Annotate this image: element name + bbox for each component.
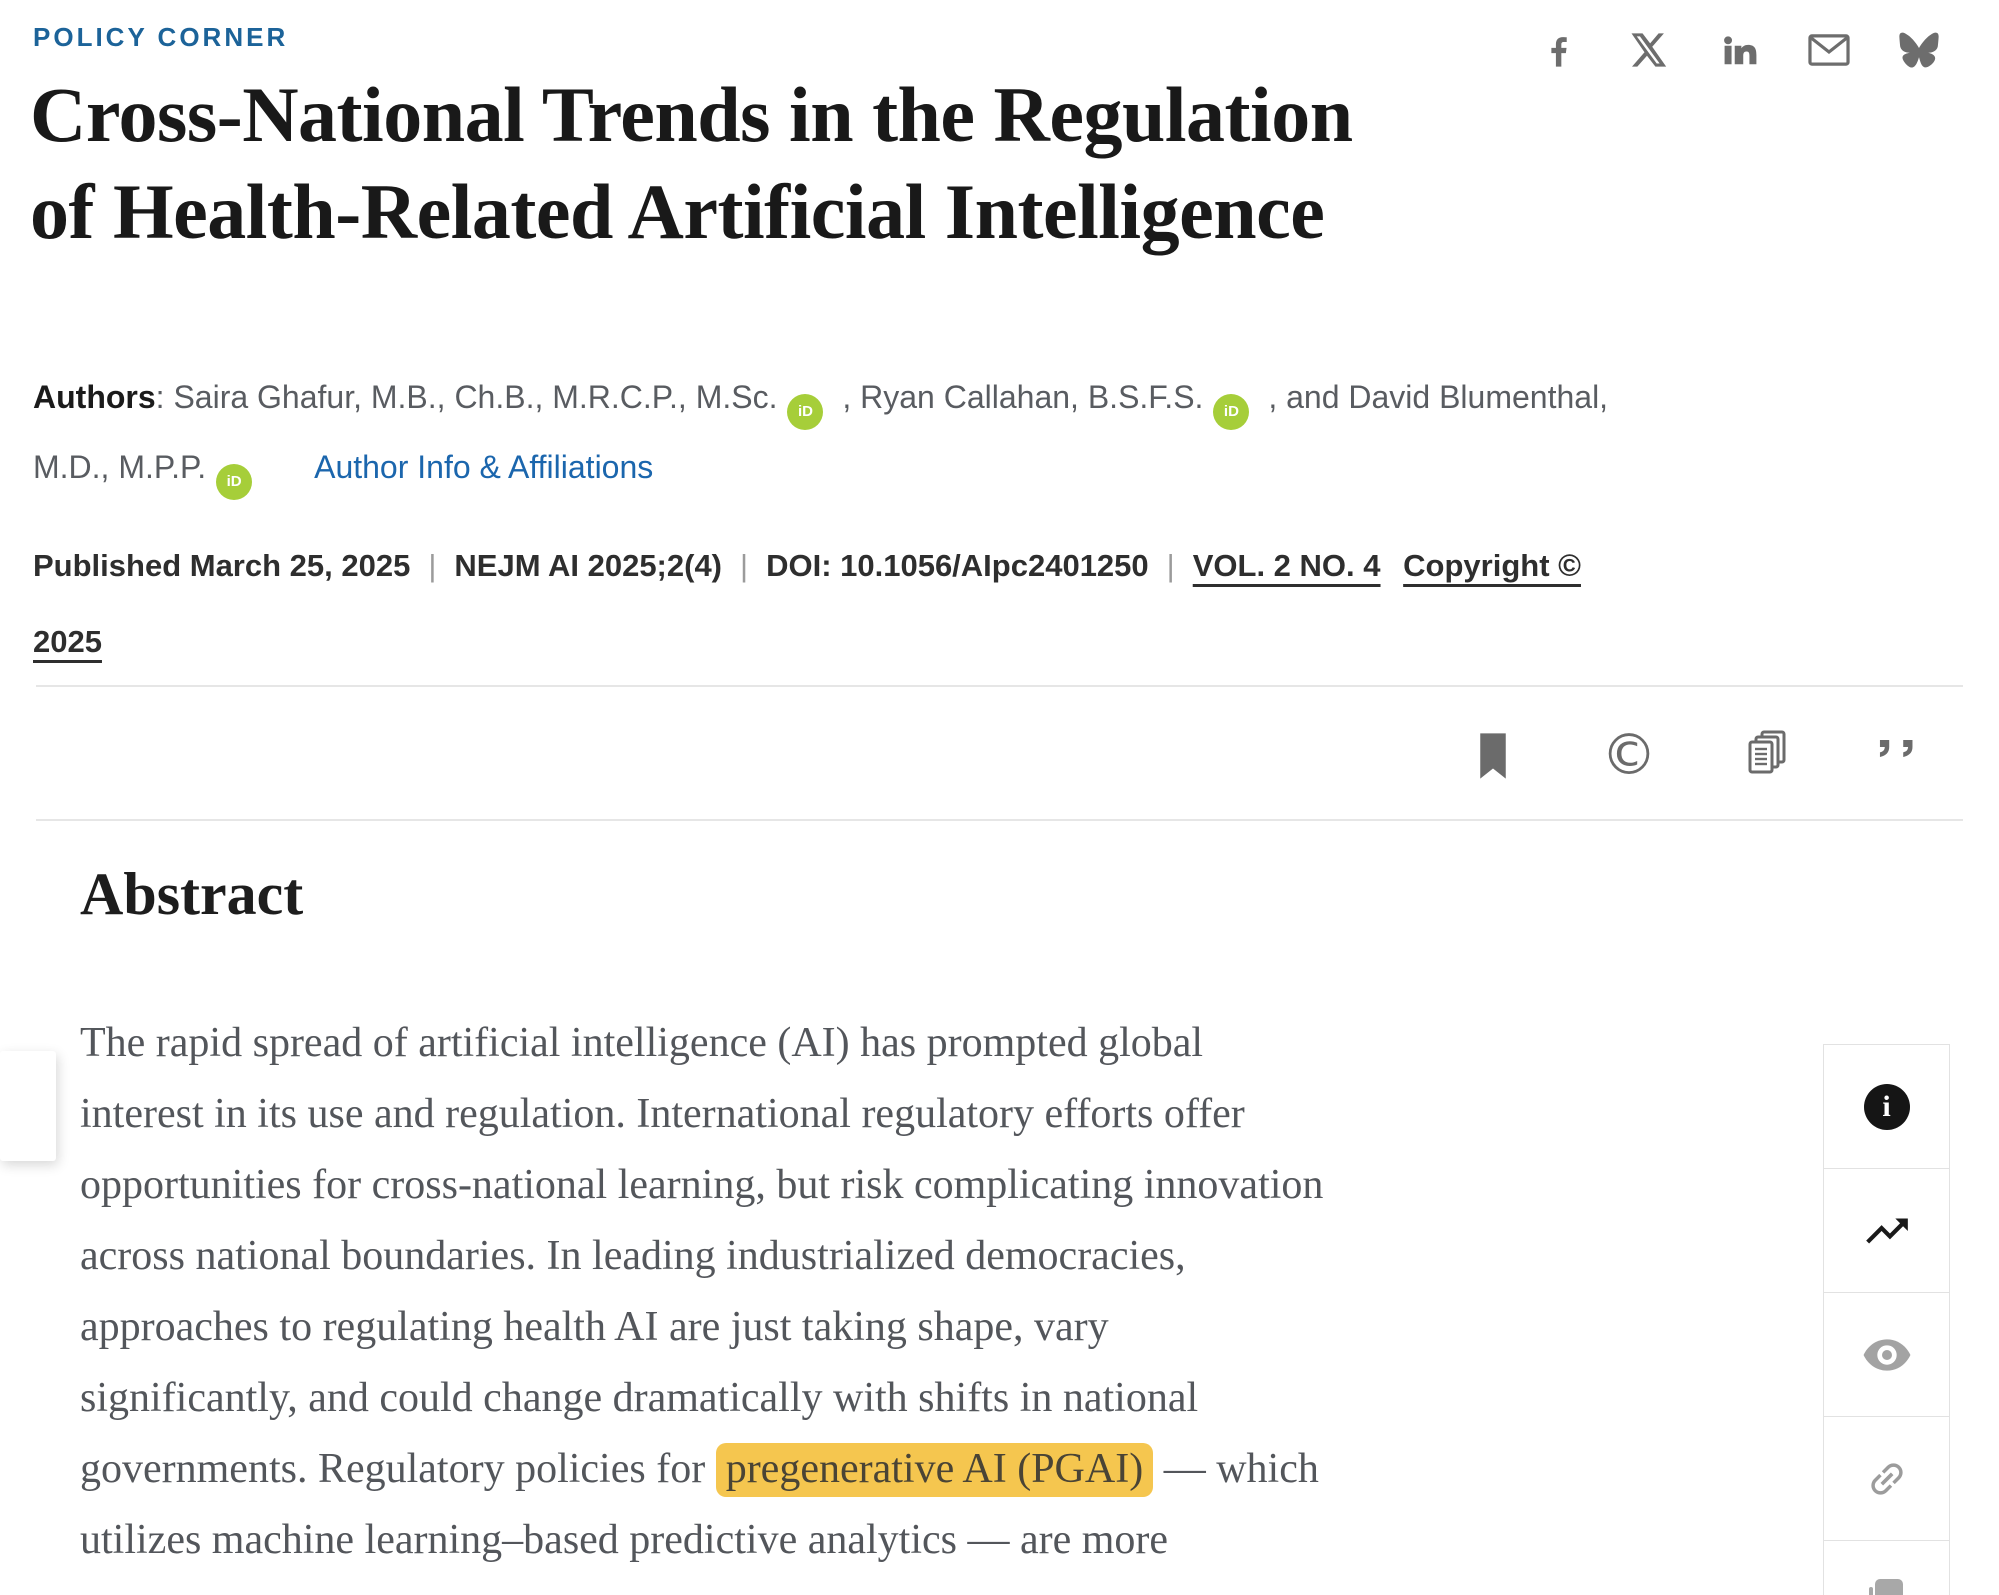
copyright-link[interactable]: Copyright © 2025 xyxy=(33,548,1581,659)
article-title-line-2: of Health-Related Artificial Intelligenc… xyxy=(30,168,1325,255)
journal-citation: NEJM AI 2025;2(4) xyxy=(454,548,723,583)
outline-menu-button[interactable] xyxy=(0,1051,56,1161)
eye-icon xyxy=(1863,1338,1910,1371)
abstract-line: significantly, and could change dramatic… xyxy=(80,1375,1199,1421)
divider-rule-bottom xyxy=(36,819,1963,821)
email-share-icon[interactable] xyxy=(1807,28,1851,72)
orcid-icon[interactable]: iD xyxy=(787,394,824,430)
abstract-line: interest in its use and regulation. Inte… xyxy=(80,1091,1245,1137)
abstract-paragraph: The rapid spread of artificial intellige… xyxy=(80,1008,1800,1576)
metrics-button[interactable] xyxy=(1824,1169,1949,1293)
publication-meta: Published March 25, 2025 | NEJM AI 2025;2(… xyxy=(33,528,1593,680)
author-name-3: David Blumenthal, M.D., M.P.P. xyxy=(33,379,1609,485)
abstract-line-with-highlight: governments. Regulatory policies for pre… xyxy=(80,1434,1800,1505)
abstract-line: The rapid spread of artificial intellige… xyxy=(80,1020,1204,1066)
trending-up-icon xyxy=(1865,1218,1908,1243)
volume-issue-link[interactable]: VOL. 2 NO. 4 xyxy=(1192,548,1381,583)
abstract-heading: Abstract xyxy=(80,861,304,927)
info-icon xyxy=(1863,1083,1910,1130)
published-date: Published March 25, 2025 xyxy=(33,548,411,583)
article-title-line-1: Cross-National Trends in the Regulation xyxy=(30,71,1353,158)
quote-cite-icon[interactable] xyxy=(1875,728,1927,784)
share-button[interactable] xyxy=(1824,1541,1949,1595)
link-icon xyxy=(1870,1462,1903,1495)
share-icon xyxy=(1868,1579,1903,1595)
author-name-2: Ryan Callahan, B.S.F.S. xyxy=(860,379,1204,415)
abstract-line: opportunities for cross-national learnin… xyxy=(80,1162,1324,1208)
article-actions-bar xyxy=(1467,728,1927,784)
meta-separator: | xyxy=(1166,548,1175,583)
info-button[interactable] xyxy=(1824,1045,1949,1169)
highlighted-term[interactable]: pregenerative AI (PGAI) xyxy=(715,1443,1154,1497)
author-info-affiliations-link[interactable]: Author Info & Affiliations xyxy=(314,449,654,485)
permalink-button[interactable] xyxy=(1824,1417,1949,1541)
preview-button[interactable] xyxy=(1824,1293,1949,1417)
bluesky-share-icon[interactable] xyxy=(1897,28,1941,72)
meta-separator: | xyxy=(428,548,437,583)
orcid-icon[interactable]: iD xyxy=(1213,394,1250,430)
abstract-line: utilizes machine learning–based predicti… xyxy=(80,1517,1169,1563)
copyright-icon[interactable] xyxy=(1603,728,1655,784)
orcid-icon[interactable]: iD xyxy=(216,464,253,500)
abstract-text: governments. Regulatory policies for xyxy=(80,1446,716,1492)
doi: DOI: 10.1056/AIpc2401250 xyxy=(766,548,1149,583)
section-kicker: POLICY CORNER xyxy=(33,22,289,52)
abstract-line: approaches to regulating health AI are j… xyxy=(80,1304,1109,1350)
x-twitter-share-icon[interactable] xyxy=(1627,28,1671,72)
copy-citation-icon[interactable] xyxy=(1739,728,1791,784)
authors-label: Authors xyxy=(33,379,156,415)
linkedin-share-icon[interactable] xyxy=(1717,28,1761,72)
abstract-line: across national boundaries. In leading i… xyxy=(80,1233,1186,1279)
author-separator-1: , xyxy=(833,379,861,415)
article-title: Cross-National Trends in the Regulation … xyxy=(30,66,1970,260)
article-tools-sidebar xyxy=(1823,1044,1950,1595)
author-name-1: Saira Ghafur, M.B., Ch.B., M.R.C.P., M.S… xyxy=(173,379,778,415)
author-separator-2: , and xyxy=(1259,379,1349,415)
authors-colon: : xyxy=(155,379,174,415)
divider-rule-top xyxy=(36,685,1963,687)
facebook-share-icon[interactable] xyxy=(1537,28,1581,72)
bookmark-save-icon[interactable] xyxy=(1467,728,1519,784)
authors-line: Authors: Saira Ghafur, M.B., Ch.B., M.R.… xyxy=(33,362,1653,502)
social-share-bar xyxy=(1537,28,1941,72)
meta-separator: | xyxy=(740,548,749,583)
abstract-text: — which xyxy=(1153,1446,1319,1492)
